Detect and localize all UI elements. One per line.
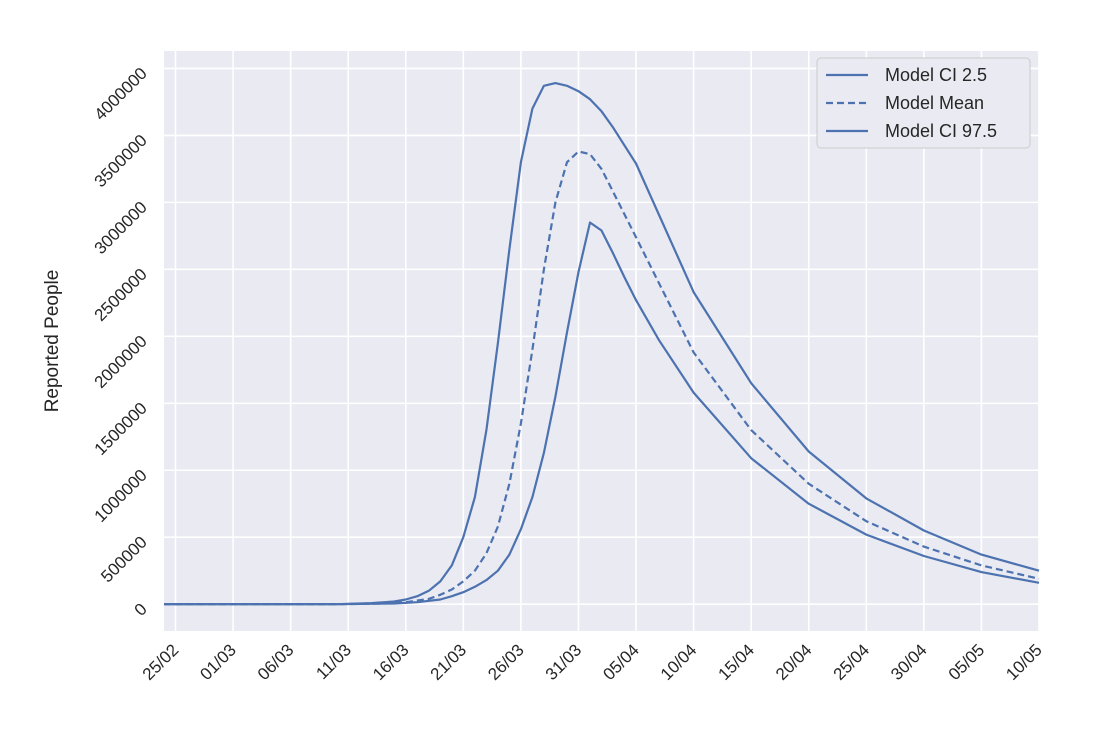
- y-tick-labels: 0 500000 1000000 1500000 2000000 2500000 30000…: [91, 64, 151, 620]
- x-tick-label: 31/03: [542, 640, 586, 684]
- y-tick-label: 500000: [97, 533, 151, 587]
- x-tick-label: 20/04: [772, 640, 816, 684]
- x-tick-label: 10/04: [657, 640, 701, 684]
- legend-label: Model CI 2.5: [885, 65, 987, 85]
- series-line-1: [164, 221, 1040, 606]
- x-tick-label: 25/02: [139, 640, 183, 684]
- y-tick-label: 0: [131, 600, 151, 620]
- x-tick-label: 16/03: [369, 640, 413, 684]
- legend-label: Model Mean: [885, 93, 984, 113]
- x-tick-label: 05/05: [945, 640, 989, 684]
- series-line-3: [164, 81, 1040, 606]
- y-tick-label: 4000000: [91, 64, 151, 124]
- y-axis-label: Reported People: [42, 270, 63, 413]
- legend: Model CI 2.5 Model Mean Model CI 97.5: [816, 57, 1031, 149]
- x-tick-label: 06/03: [254, 640, 298, 684]
- legend-box: [816, 57, 1031, 149]
- series-layer: [164, 81, 1040, 606]
- y-tick-label: 2000000: [91, 332, 151, 392]
- x-tick-labels: 25/02 01/03 06/03 11/03 16/03 21/03 26/03 31/03…: [139, 640, 1046, 684]
- x-tick-label: 25/04: [830, 640, 874, 684]
- x-tick-label: 01/03: [196, 640, 240, 684]
- x-tick-label: 05/04: [599, 640, 643, 684]
- y-tick-label: 3500000: [91, 131, 151, 191]
- x-tick-label: 15/04: [714, 640, 758, 684]
- series-line-2: [164, 150, 1040, 606]
- x-tick-label: 26/03: [484, 640, 528, 684]
- x-tick-label: 10/05: [1002, 640, 1046, 684]
- x-tick-label: 11/03: [312, 640, 355, 683]
- x-tick-label: 30/04: [887, 640, 931, 684]
- y-tick-label: 1000000: [91, 466, 151, 526]
- y-tick-label: 3000000: [91, 198, 151, 258]
- y-tick-label: 2500000: [91, 265, 151, 325]
- y-tick-label: 1500000: [91, 399, 151, 459]
- legend-label: Model CI 97.5: [885, 121, 997, 141]
- x-tick-label: 21/03: [427, 640, 471, 684]
